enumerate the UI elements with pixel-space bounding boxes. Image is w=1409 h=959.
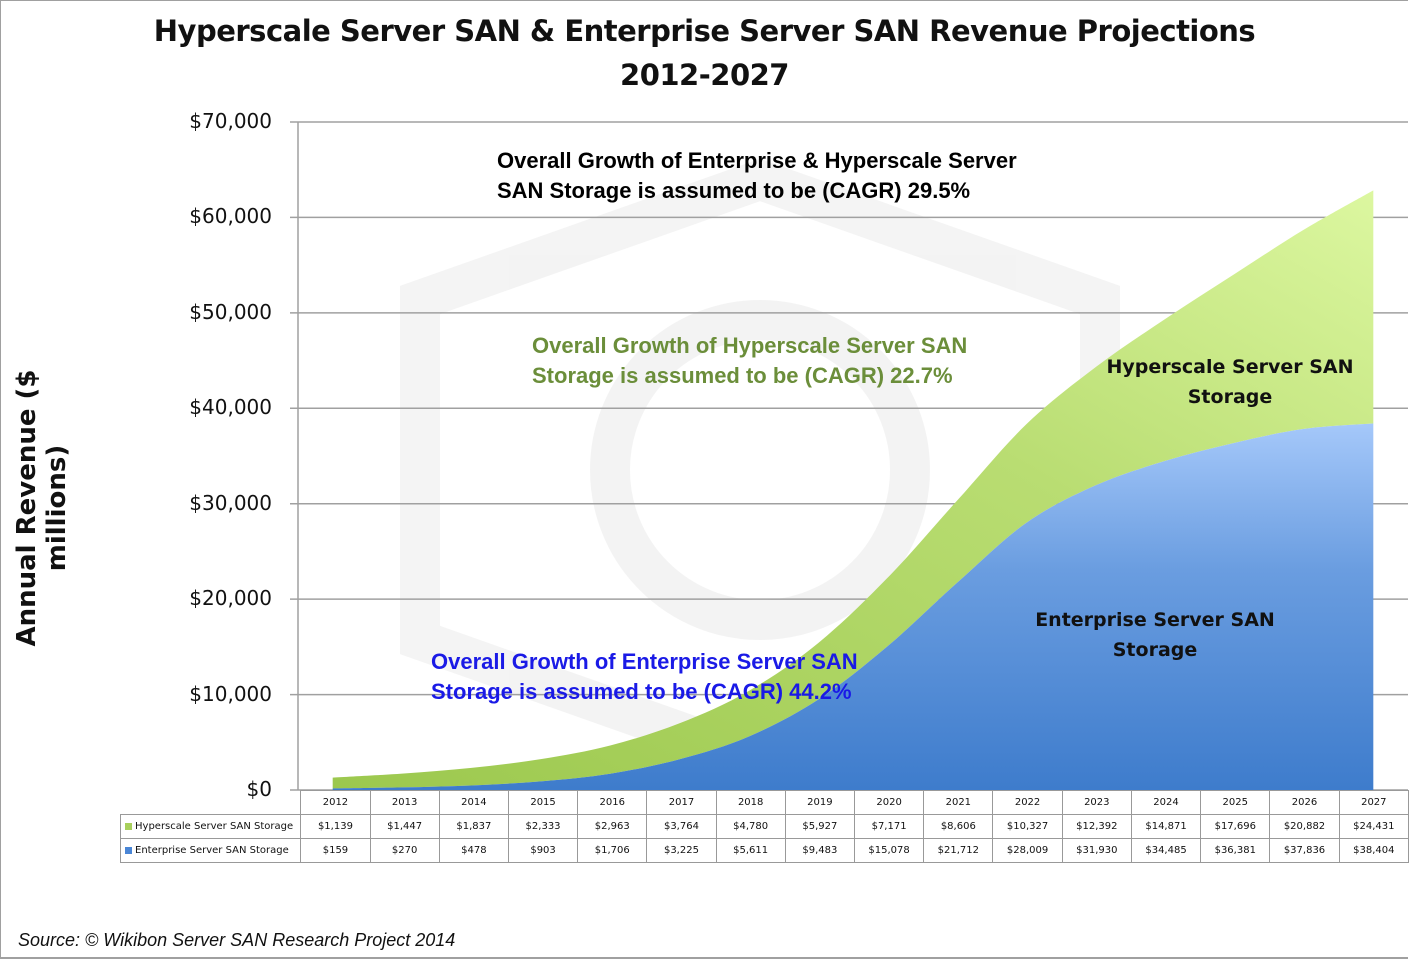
annotation-enterprise-line-2: Storage is assumed to be (CAGR) 44.2% bbox=[431, 679, 852, 704]
source-note: Source: © Wikibon Server SAN Research Pr… bbox=[18, 930, 456, 950]
x-tick-label: 2017 bbox=[646, 790, 717, 815]
data-label-enterprise: $270 bbox=[369, 838, 440, 863]
series-label-hyperscale-line-1: Hyperscale Server SAN bbox=[1106, 356, 1354, 378]
data-label-enterprise: $36,381 bbox=[1200, 838, 1271, 863]
data-label-hyperscale: $17,696 bbox=[1200, 814, 1271, 839]
annotation-total-line-1: Overall Growth of Enterprise & Hyperscal… bbox=[497, 148, 1017, 173]
data-label-hyperscale: $7,171 bbox=[853, 814, 925, 839]
data-label-hyperscale: $14,871 bbox=[1130, 814, 1202, 839]
annotation-hyperscale-line-2: Storage is assumed to be (CAGR) 22.7% bbox=[532, 363, 953, 388]
data-label-hyperscale: $1,447 bbox=[369, 814, 440, 839]
data-label-hyperscale: $5,927 bbox=[784, 814, 855, 839]
data-table-header-row: 2012 2013 2014 2015 2016 2017 2018 2019 2020 2021… bbox=[120, 790, 1409, 815]
data-label-hyperscale: $4,780 bbox=[715, 814, 786, 839]
x-tick-label: 2015 bbox=[507, 790, 579, 815]
data-label-enterprise: $15,078 bbox=[853, 838, 925, 863]
y-tick-label: $10,000 bbox=[189, 681, 272, 706]
x-tick-label: 2014 bbox=[438, 790, 509, 815]
data-label-enterprise: $3,225 bbox=[646, 838, 717, 863]
series-label-enterprise-line-2: Storage bbox=[1112, 639, 1198, 661]
data-label-enterprise: $9,483 bbox=[784, 838, 855, 863]
data-label-hyperscale: $20,882 bbox=[1269, 814, 1340, 839]
x-tick-label: 2024 bbox=[1130, 790, 1202, 815]
legend-label-hyperscale: Hyperscale Server SAN Storage bbox=[135, 821, 294, 832]
y-tick-label: $50,000 bbox=[189, 299, 272, 324]
x-tick-label: 2016 bbox=[577, 790, 648, 815]
area-hyperscale-server-san bbox=[332, 190, 1374, 789]
annotation-enterprise-line-1: Overall Growth of Enterprise Server SAN bbox=[431, 649, 858, 674]
legend-label-enterprise: Enterprise Server SAN Storage bbox=[135, 845, 289, 856]
data-label-enterprise: $478 bbox=[438, 838, 509, 863]
data-label-enterprise: $159 bbox=[300, 838, 371, 863]
x-tick-label: 2020 bbox=[853, 790, 925, 815]
area-enterprise-server-san bbox=[332, 423, 1374, 790]
data-table-row-hyperscale: Hyperscale Server SAN Storage $1,139 $1,4… bbox=[119, 814, 1409, 839]
data-label-enterprise: $34,485 bbox=[1130, 838, 1202, 863]
data-label-hyperscale: $2,333 bbox=[507, 814, 579, 839]
legend-swatch-enterprise bbox=[125, 846, 132, 854]
data-label-enterprise: $28,009 bbox=[992, 838, 1063, 863]
data-label-hyperscale: $12,392 bbox=[1061, 814, 1132, 839]
annotation-total-line-2: SAN Storage is assumed to be (CAGR) 29.5… bbox=[497, 178, 971, 203]
data-table: 2012 2013 2014 2015 2016 2017 2018 2019 2020 2021… bbox=[119, 790, 1409, 863]
data-label-enterprise: $21,712 bbox=[923, 838, 994, 863]
x-tick-label: 2027 bbox=[1338, 790, 1409, 815]
data-label-hyperscale: $10,327 bbox=[992, 814, 1063, 839]
data-label-hyperscale: $24,431 bbox=[1338, 814, 1409, 839]
x-tick-label: 2025 bbox=[1200, 790, 1271, 815]
x-tick-label: 2021 bbox=[923, 790, 994, 815]
x-tick-label: 2022 bbox=[992, 790, 1063, 815]
y-tick-label: $30,000 bbox=[189, 490, 272, 515]
data-label-enterprise: $31,930 bbox=[1061, 838, 1132, 863]
data-label-enterprise: $1,706 bbox=[577, 838, 648, 863]
y-tick-label: $60,000 bbox=[189, 204, 272, 229]
annotation-enterprise-cagr: Overall Growth of Enterprise Server SAN … bbox=[431, 647, 858, 707]
data-label-enterprise: $38,404 bbox=[1338, 838, 1409, 863]
x-tick-label: 2026 bbox=[1269, 790, 1340, 815]
annotation-hyperscale-line-1: Overall Growth of Hyperscale Server SAN bbox=[532, 333, 968, 358]
data-table-corner bbox=[120, 790, 302, 815]
series-label-enterprise: Enterprise Server SAN Storage bbox=[1025, 605, 1285, 665]
legend-entry-hyperscale: Hyperscale Server SAN Storage bbox=[119, 814, 302, 839]
data-label-enterprise: $903 bbox=[507, 838, 579, 863]
y-tick-label: $70,000 bbox=[189, 109, 272, 133]
data-label-hyperscale: $3,764 bbox=[646, 814, 717, 839]
data-label-enterprise: $37,836 bbox=[1269, 838, 1340, 863]
series-label-hyperscale: Hyperscale Server SAN Storage bbox=[1100, 352, 1360, 412]
data-label-hyperscale: $8,606 bbox=[923, 814, 994, 839]
x-tick-label: 2019 bbox=[784, 790, 855, 815]
data-label-hyperscale: $1,837 bbox=[438, 814, 509, 839]
x-tick-label: 2023 bbox=[1061, 790, 1132, 815]
data-table-row-enterprise: Enterprise Server SAN Storage $159 $270 $4… bbox=[119, 838, 1409, 863]
chart-title: Hyperscale Server SAN & Enterprise Serve… bbox=[153, 14, 1256, 48]
data-label-hyperscale: $2,963 bbox=[577, 814, 648, 839]
data-label-hyperscale: $1,139 bbox=[300, 814, 371, 839]
chart-subtitle: 2012-2027 bbox=[620, 58, 789, 92]
annotation-hyperscale-cagr: Overall Growth of Hyperscale Server SAN … bbox=[532, 331, 967, 391]
x-tick-label: 2012 bbox=[300, 790, 371, 815]
legend-swatch-hyperscale bbox=[125, 822, 132, 830]
data-label-enterprise: $5,611 bbox=[715, 838, 786, 863]
series-label-enterprise-line-1: Enterprise Server SAN bbox=[1035, 609, 1275, 631]
y-tick-label: $20,000 bbox=[189, 586, 272, 611]
y-tick-label: $40,000 bbox=[189, 395, 272, 420]
x-tick-label: 2013 bbox=[369, 790, 440, 815]
series-label-hyperscale-line-2: Storage bbox=[1187, 386, 1273, 408]
legend-entry-enterprise: Enterprise Server SAN Storage bbox=[119, 838, 302, 863]
annotation-total-cagr: Overall Growth of Enterprise & Hyperscal… bbox=[497, 146, 1017, 206]
x-tick-label: 2018 bbox=[715, 790, 786, 815]
